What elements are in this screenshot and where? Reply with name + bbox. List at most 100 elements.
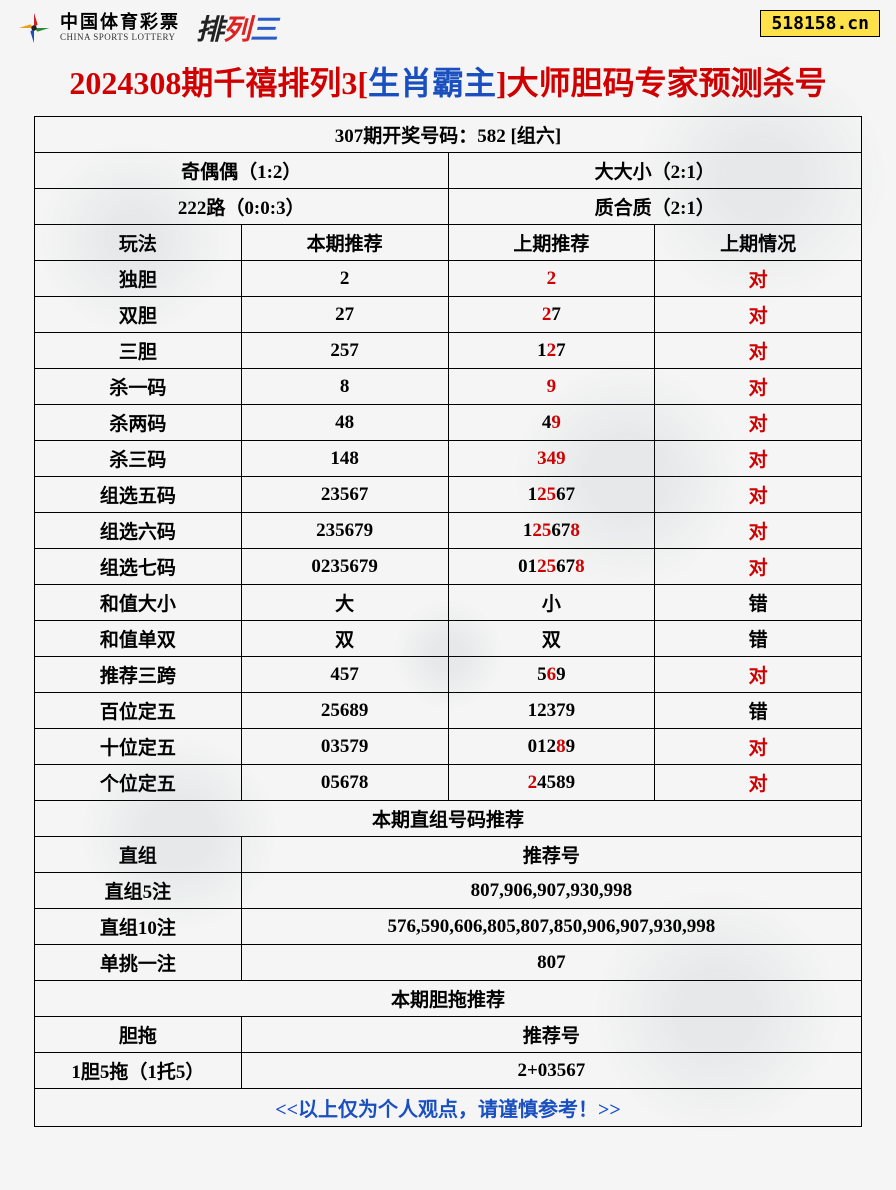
row-current: 0235679 bbox=[241, 549, 448, 585]
s2-row-value: 807 bbox=[241, 945, 861, 981]
row-previous: 27 bbox=[448, 297, 655, 333]
row-previous: 125678 bbox=[448, 513, 655, 549]
table-row: 十位定五0357901289对 bbox=[35, 729, 862, 765]
table-row: 和值单双双双错 bbox=[35, 621, 862, 657]
row-current: 23567 bbox=[241, 477, 448, 513]
row-result: 对 bbox=[655, 333, 862, 369]
section2-rows: 直组5注807,906,907,930,998直组10注576,590,606,… bbox=[35, 873, 862, 981]
row-current: 148 bbox=[241, 441, 448, 477]
info-cell: 307期开奖号码：582 [组六] bbox=[35, 117, 862, 153]
table-row: 组选七码02356790125678对 bbox=[35, 549, 862, 585]
summary-row-2: 222路（0:0:3） 质合质（2:1） bbox=[35, 189, 862, 225]
section3-header-row: 胆拖 推荐号 bbox=[35, 1017, 862, 1053]
row-current: 48 bbox=[241, 405, 448, 441]
summary-cell: 222路（0:0:3） bbox=[35, 189, 449, 225]
row-name: 和值大小 bbox=[35, 585, 242, 621]
row-result: 对 bbox=[655, 657, 862, 693]
summary-cell: 奇偶偶（1:2） bbox=[35, 153, 449, 189]
summary-row-1: 奇偶偶（1:2） 大大小（2:1） bbox=[35, 153, 862, 189]
row-result: 对 bbox=[655, 765, 862, 801]
main-table: 307期开奖号码：582 [组六] 奇偶偶（1:2） 大大小（2:1） 222路… bbox=[34, 116, 862, 1127]
row-current: 25689 bbox=[241, 693, 448, 729]
section-title: 本期胆拖推荐 bbox=[35, 981, 862, 1017]
logo-text-en: CHINA SPORTS LOTTERY bbox=[60, 33, 180, 43]
table-row: 独胆22对 bbox=[35, 261, 862, 297]
row-name: 组选六码 bbox=[35, 513, 242, 549]
row-result: 错 bbox=[655, 621, 862, 657]
table-row: 百位定五2568912379错 bbox=[35, 693, 862, 729]
lottery-logo-icon bbox=[16, 10, 52, 46]
s2-row-value: 576,590,606,805,807,850,906,907,930,998 bbox=[241, 909, 861, 945]
table-row: 双胆2727对 bbox=[35, 297, 862, 333]
row-name: 双胆 bbox=[35, 297, 242, 333]
row-current: 27 bbox=[241, 297, 448, 333]
row-result: 对 bbox=[655, 477, 862, 513]
row-name: 杀三码 bbox=[35, 441, 242, 477]
row-result: 对 bbox=[655, 369, 862, 405]
row-result: 错 bbox=[655, 693, 862, 729]
table-row: 推荐三跨457569对 bbox=[35, 657, 862, 693]
table-row: 和值大小大小错 bbox=[35, 585, 862, 621]
row-name: 组选七码 bbox=[35, 549, 242, 585]
summary-cell: 质合质（2:1） bbox=[448, 189, 862, 225]
row-previous: 01289 bbox=[448, 729, 655, 765]
section3-title-row: 本期胆拖推荐 bbox=[35, 981, 862, 1017]
header: 中国体育彩票 CHINA SPORTS LOTTERY 排列三 518158.c… bbox=[0, 0, 896, 52]
footer-note: <<以上仅为个人观点，请谨慎参考！>> bbox=[35, 1089, 862, 1127]
row-previous: 双 bbox=[448, 621, 655, 657]
logo-text: 中国体育彩票 CHINA SPORTS LOTTERY bbox=[60, 13, 180, 43]
row-result: 对 bbox=[655, 297, 862, 333]
s3-row-name: 1胆5拖（1托5） bbox=[35, 1053, 242, 1089]
section-title: 本期直组号码推荐 bbox=[35, 801, 862, 837]
table-row: 三胆257127对 bbox=[35, 333, 862, 369]
row-current: 05678 bbox=[241, 765, 448, 801]
s2-row-name: 直组10注 bbox=[35, 909, 242, 945]
row-name: 杀两码 bbox=[35, 405, 242, 441]
row-previous: 0125678 bbox=[448, 549, 655, 585]
col-header: 玩法 bbox=[35, 225, 242, 261]
table-row: 个位定五0567824589对 bbox=[35, 765, 862, 801]
page-title: 2024308期千禧排列3[生肖霸主]大师胆码专家预测杀号 bbox=[0, 52, 896, 116]
row-previous: 9 bbox=[448, 369, 655, 405]
footer-row: <<以上仅为个人观点，请谨慎参考！>> bbox=[35, 1089, 862, 1127]
row-previous: 小 bbox=[448, 585, 655, 621]
row-current: 大 bbox=[241, 585, 448, 621]
row-name: 杀一码 bbox=[35, 369, 242, 405]
table-row: 1胆5拖（1托5）2+03567 bbox=[35, 1053, 862, 1089]
row-name: 独胆 bbox=[35, 261, 242, 297]
row-result: 对 bbox=[655, 513, 862, 549]
row-previous: 24589 bbox=[448, 765, 655, 801]
row-name: 推荐三跨 bbox=[35, 657, 242, 693]
s2-col-header: 推荐号 bbox=[241, 837, 861, 873]
row-result: 对 bbox=[655, 405, 862, 441]
col-header: 上期推荐 bbox=[448, 225, 655, 261]
row-name: 组选五码 bbox=[35, 477, 242, 513]
section2-title-row: 本期直组号码推荐 bbox=[35, 801, 862, 837]
row-previous: 127 bbox=[448, 333, 655, 369]
row-previous: 349 bbox=[448, 441, 655, 477]
row-previous: 12379 bbox=[448, 693, 655, 729]
table-row: 杀三码148349对 bbox=[35, 441, 862, 477]
pailie-logo: 排列三 bbox=[196, 8, 277, 48]
row-name: 和值单双 bbox=[35, 621, 242, 657]
s2-row-name: 单挑一注 bbox=[35, 945, 242, 981]
s3-col-header: 推荐号 bbox=[241, 1017, 861, 1053]
row-result: 对 bbox=[655, 549, 862, 585]
row-current: 03579 bbox=[241, 729, 448, 765]
table-row: 单挑一注807 bbox=[35, 945, 862, 981]
row-current: 双 bbox=[241, 621, 448, 657]
row-current: 457 bbox=[241, 657, 448, 693]
col-header: 上期情况 bbox=[655, 225, 862, 261]
row-result: 对 bbox=[655, 261, 862, 297]
table-row: 组选五码2356712567对 bbox=[35, 477, 862, 513]
site-badge: 518158.cn bbox=[760, 10, 880, 37]
row-current: 257 bbox=[241, 333, 448, 369]
section2-header-row: 直组 推荐号 bbox=[35, 837, 862, 873]
row-current: 8 bbox=[241, 369, 448, 405]
column-header-row: 玩法 本期推荐 上期推荐 上期情况 bbox=[35, 225, 862, 261]
table-row: 杀两码4849对 bbox=[35, 405, 862, 441]
section3-rows: 1胆5拖（1托5）2+03567 bbox=[35, 1053, 862, 1089]
logo-block: 中国体育彩票 CHINA SPORTS LOTTERY 排列三 bbox=[16, 8, 277, 48]
row-result: 对 bbox=[655, 729, 862, 765]
s2-col-header: 直组 bbox=[35, 837, 242, 873]
